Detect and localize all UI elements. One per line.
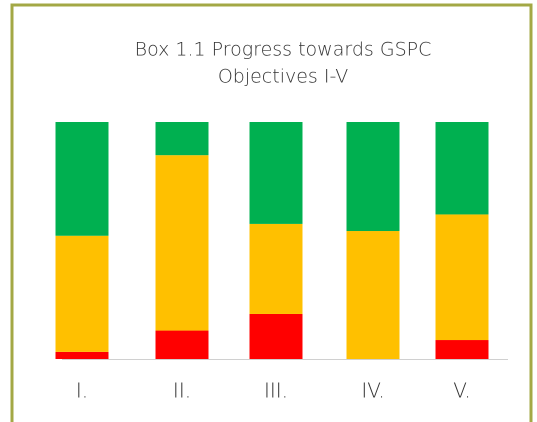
bar-segment: [249, 313, 303, 359]
x-tick-label: III.: [264, 379, 288, 403]
bar-segment: [346, 231, 400, 359]
frame: [10, 3, 533, 422]
x-tick-label: IV.: [361, 379, 384, 403]
bar-segment: [346, 122, 400, 232]
bar-segment: [249, 122, 303, 224]
bar-segment: [55, 351, 109, 359]
x-tick-label: II.: [173, 379, 191, 403]
bar-segment: [155, 122, 209, 156]
bar-segment: [55, 122, 109, 236]
x-tick-label: I.: [76, 379, 88, 403]
bar-segment: [435, 214, 489, 341]
bar-segment: [155, 155, 209, 331]
chart-title: Objectives I-V: [218, 66, 348, 88]
bar-segment: [249, 223, 303, 314]
bar-segment: [435, 340, 489, 359]
chart-title: Box 1.1 Progress towards GSPC: [135, 39, 432, 61]
bar-segment: [435, 122, 489, 215]
x-tick-label: V.: [453, 379, 470, 403]
bar-segment: [155, 330, 209, 359]
bar-segment: [55, 235, 109, 352]
